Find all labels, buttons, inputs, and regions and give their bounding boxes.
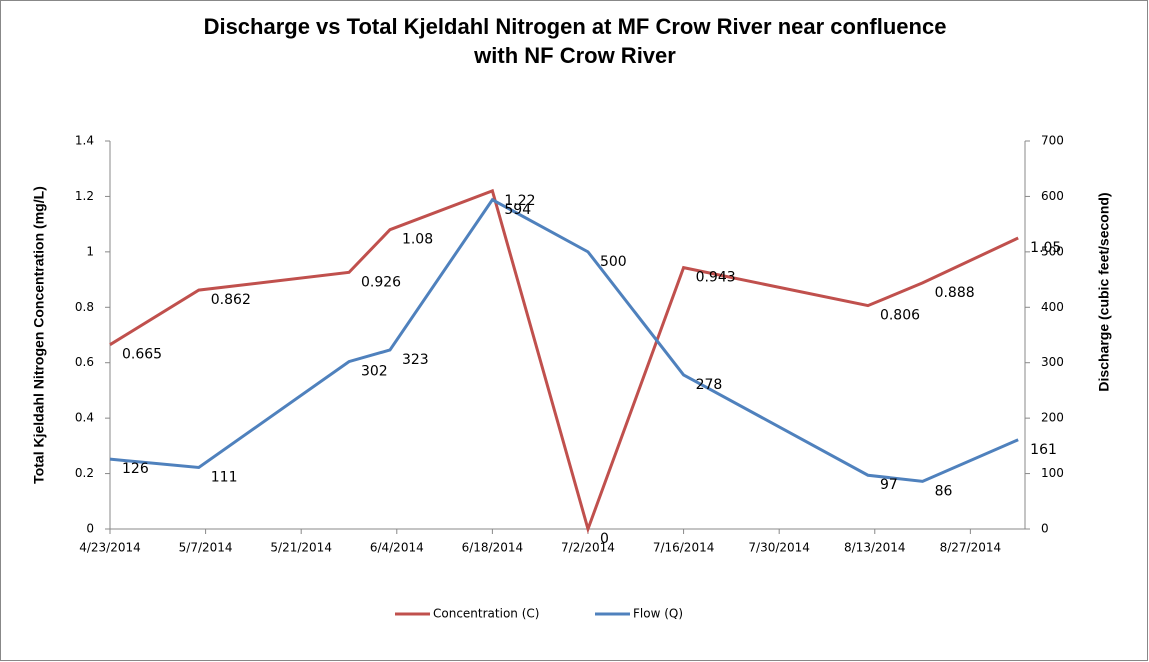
y2-tick-label: 500 xyxy=(1041,244,1064,258)
y2-tick-label: 600 xyxy=(1041,189,1064,203)
y-tick-label: 1.2 xyxy=(75,189,94,203)
data-label: 0.862 xyxy=(211,292,251,308)
y-tick-label: 0.6 xyxy=(75,355,94,369)
data-label: 0.806 xyxy=(880,308,920,324)
x-tick-label: 5/7/2014 xyxy=(179,541,233,555)
data-label: 97 xyxy=(880,477,898,493)
y2-axis-title: Discharge (cubic feet/second) xyxy=(1096,192,1112,391)
data-label: 0.943 xyxy=(696,270,736,286)
y2-tick-label: 100 xyxy=(1041,466,1064,480)
y2-tick-label: 700 xyxy=(1041,134,1064,148)
y-tick-label: 0.4 xyxy=(75,411,94,425)
series-line xyxy=(109,197,1019,483)
y-tick-label: 0 xyxy=(86,522,94,536)
data-label: 1.08 xyxy=(402,232,433,248)
chart-title: Discharge vs Total Kjeldahl Nitrogen at … xyxy=(204,14,947,39)
legend-label: Flow (Q) xyxy=(633,607,683,621)
x-tick-label: 6/18/2014 xyxy=(462,541,524,555)
y-axis-title: Total Kjeldahl Nitrogen Concentration (m… xyxy=(31,186,47,484)
x-tick-label: 4/23/2014 xyxy=(79,541,141,555)
data-label: 111 xyxy=(211,469,238,485)
y2-tick-label: 300 xyxy=(1041,355,1064,369)
data-label: 1.22 xyxy=(504,193,535,209)
data-label: 278 xyxy=(696,377,723,393)
x-tick-label: 7/30/2014 xyxy=(748,541,810,555)
x-tick-label: 8/27/2014 xyxy=(940,541,1002,555)
chart-subtitle: with NF Crow River xyxy=(473,43,676,68)
y2-tick-label: 400 xyxy=(1041,300,1064,314)
legend-label: Concentration (C) xyxy=(433,607,539,621)
x-tick-label: 7/2/2014 xyxy=(561,541,615,555)
y2-tick-label: 0 xyxy=(1041,522,1049,536)
data-label: 500 xyxy=(600,254,627,270)
data-label: 302 xyxy=(361,364,388,380)
data-label: 0.926 xyxy=(361,274,401,290)
y-tick-label: 0.2 xyxy=(75,466,94,480)
data-label: 0.665 xyxy=(122,347,162,363)
x-tick-label: 8/13/2014 xyxy=(844,541,906,555)
y2-tick-label: 200 xyxy=(1041,411,1064,425)
data-label: 0 xyxy=(600,531,609,547)
y-tick-label: 1.4 xyxy=(75,134,94,148)
data-label: 86 xyxy=(935,483,953,499)
series-line xyxy=(109,188,1019,534)
x-tick-label: 7/16/2014 xyxy=(653,541,715,555)
data-label: 1.05 xyxy=(1030,240,1061,256)
data-label: 594 xyxy=(504,202,531,218)
data-label: 126 xyxy=(122,461,149,477)
data-label: 323 xyxy=(402,352,429,368)
data-label: 161 xyxy=(1030,442,1057,458)
y-tick-label: 0.8 xyxy=(75,300,94,314)
x-tick-label: 5/21/2014 xyxy=(270,541,332,555)
y-tick-label: 1 xyxy=(86,244,94,258)
x-tick-label: 6/4/2014 xyxy=(370,541,424,555)
data-label: 0.888 xyxy=(935,285,975,301)
